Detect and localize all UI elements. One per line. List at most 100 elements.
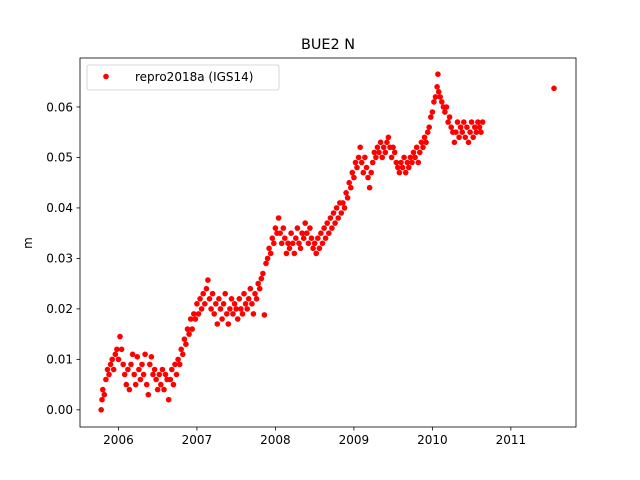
data-point [139, 361, 145, 368]
data-point [420, 144, 426, 151]
data-point [418, 139, 425, 146]
x-tick-label: 2007 [182, 433, 213, 447]
data-point [341, 205, 348, 211]
data-point [551, 85, 557, 92]
data-point [239, 311, 246, 317]
data-point [238, 306, 244, 312]
data-point [442, 109, 448, 115]
x-tick-label: 2008 [260, 433, 291, 447]
data-point [318, 230, 324, 236]
data-point [172, 361, 178, 368]
data-point [123, 381, 130, 388]
data-point [249, 301, 255, 307]
data-point [448, 124, 455, 130]
data-point [128, 361, 134, 368]
data-point [357, 144, 364, 151]
data-point [382, 149, 389, 156]
data-point [417, 149, 423, 156]
data-point [224, 311, 230, 317]
y-tick-label: 0.06 [46, 100, 73, 114]
y-axis-ticks: 0.00 0.01 0.02 0.03 0.04 0.05 0.06 [46, 100, 80, 417]
data-point [103, 376, 109, 383]
data-point [399, 164, 406, 171]
data-point [362, 154, 368, 161]
data-point [260, 270, 266, 277]
data-point [181, 336, 188, 343]
data-point [258, 275, 265, 282]
y-tick-label: 0.02 [46, 302, 73, 316]
data-point [424, 129, 431, 135]
data-point [217, 306, 224, 312]
data-point [311, 240, 318, 247]
data-point [363, 164, 370, 171]
data-point [256, 285, 263, 292]
data-point [302, 220, 309, 226]
data-point [395, 164, 401, 171]
data-point [214, 321, 221, 327]
data-point [197, 296, 203, 302]
data-point [147, 361, 153, 368]
data-point [219, 316, 225, 322]
chart-title: BUE2 N [301, 37, 355, 53]
data-point [233, 306, 239, 312]
data-point [435, 71, 441, 77]
data-point [346, 179, 353, 186]
data-point [216, 296, 222, 302]
data-point [125, 366, 131, 373]
data-point [396, 169, 403, 176]
data-point [192, 316, 199, 322]
data-point [230, 311, 236, 317]
data-point [195, 311, 202, 317]
data-point [255, 280, 261, 287]
data-point [269, 235, 276, 241]
data-points [98, 71, 557, 413]
y-tick-label: 0.03 [46, 252, 73, 266]
data-point [186, 331, 192, 337]
data-point [388, 154, 395, 161]
data-point [118, 346, 125, 353]
data-point [189, 326, 195, 332]
data-point [183, 341, 189, 348]
data-point [156, 371, 163, 378]
data-point [288, 230, 294, 236]
data-point [236, 296, 243, 302]
data-point [247, 285, 254, 292]
data-point [278, 240, 285, 247]
data-point [321, 225, 327, 231]
legend-marker [103, 73, 109, 80]
data-point [415, 159, 422, 166]
data-point [358, 159, 365, 166]
data-point [384, 139, 390, 146]
data-point [443, 104, 450, 110]
data-point [148, 354, 155, 360]
data-point [369, 159, 376, 166]
data-point [180, 351, 186, 358]
data-point [211, 311, 217, 317]
data-point [402, 169, 409, 176]
data-point [467, 129, 473, 135]
data-point [473, 129, 480, 135]
data-point [413, 144, 420, 151]
data-point [432, 94, 439, 100]
data-point [159, 366, 166, 373]
data-point [165, 396, 172, 403]
data-point [294, 225, 301, 231]
data-point [209, 290, 216, 297]
data-point [385, 134, 392, 141]
data-point [310, 245, 316, 252]
data-point [326, 230, 332, 236]
data-point [200, 290, 206, 297]
data-point [263, 260, 269, 267]
data-point [241, 290, 247, 297]
data-point [327, 215, 334, 221]
data-point [162, 371, 169, 378]
data-point [264, 255, 271, 262]
data-point [421, 134, 428, 141]
data-point [412, 154, 418, 161]
data-point [104, 366, 111, 373]
data-point [404, 159, 411, 166]
data-point [115, 356, 122, 363]
data-point [373, 154, 379, 161]
data-point [252, 290, 258, 297]
